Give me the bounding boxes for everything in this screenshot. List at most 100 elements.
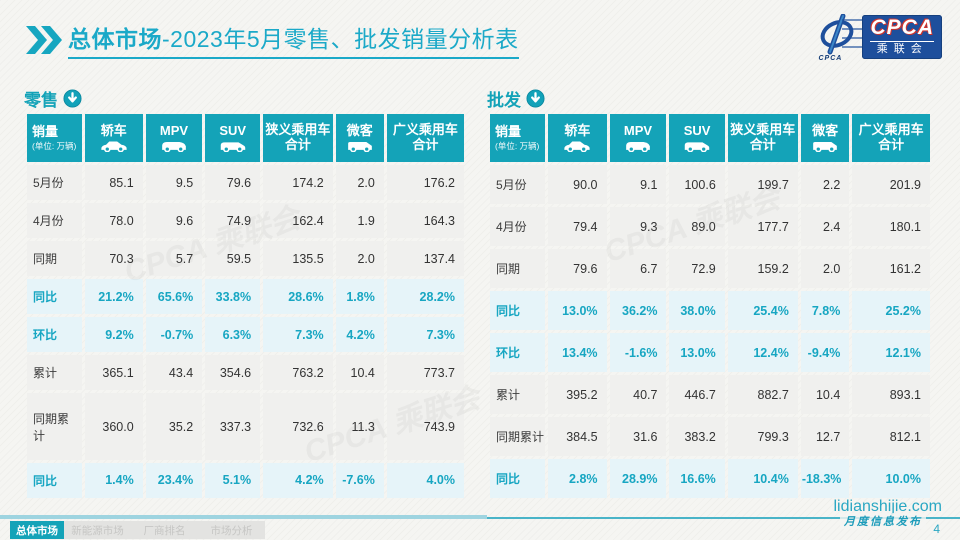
page-title-rest: -2023年5月零售、批发销量分析表 xyxy=(162,26,519,52)
value-cell: 5.7 xyxy=(145,241,203,277)
row-label: 同比 xyxy=(490,459,546,498)
value-cell: 90.0 xyxy=(548,165,607,204)
value-cell: 177.7 xyxy=(727,207,798,246)
column-header: 轿车 xyxy=(84,114,143,162)
value-cell: 773.7 xyxy=(386,355,464,391)
value-cell: 40.7 xyxy=(609,375,667,414)
row-label: 同期 xyxy=(490,249,546,288)
value-cell: 2.0 xyxy=(800,249,850,288)
wholesale-label: 批发 xyxy=(487,91,521,110)
value-cell: 10.4 xyxy=(800,375,850,414)
column-header-label: SUV xyxy=(219,122,247,138)
footer-tab-active[interactable]: 总体市场 xyxy=(10,521,64,539)
value-cell: 4.0% xyxy=(386,462,464,498)
table-row: 同期累计 360.0 35.2 337.3 732.6 11.3 743.9 xyxy=(27,393,464,460)
wholesale-table: 销量 (单位: 万辆) 轿车 MPV SUV 狭义乘用车 合计 微客 广义乘用车 合计 5月份 90.… xyxy=(487,111,933,501)
suv-icon xyxy=(669,139,724,153)
value-cell: 35.2 xyxy=(145,393,203,460)
value-cell: 384.5 xyxy=(548,417,607,456)
footer-tab-inactive[interactable]: 新能源市场 xyxy=(64,521,131,539)
value-cell: 6.7 xyxy=(609,249,667,288)
value-cell: 28.6% xyxy=(263,279,333,315)
row-label: 累计 xyxy=(27,355,82,391)
value-cell: 1.8% xyxy=(335,279,384,315)
value-cell: 28.9% xyxy=(609,459,667,498)
sedan-icon xyxy=(85,139,143,153)
value-cell: 16.6% xyxy=(669,459,725,498)
cpca-logo-text: CPCA xyxy=(870,15,934,39)
column-header-label: 合计 xyxy=(284,137,311,152)
column-header-label: MPV xyxy=(159,122,189,138)
value-cell: 11.3 xyxy=(335,393,384,460)
value-cell: 882.7 xyxy=(727,375,798,414)
value-cell: 395.2 xyxy=(548,375,607,414)
value-cell: 2.8% xyxy=(548,459,607,498)
column-header: 销量 (单位: 万辆) xyxy=(490,114,546,162)
double-chevron-icon xyxy=(26,26,62,54)
value-cell: -7.6% xyxy=(335,462,384,498)
table-row: 同比 13.0% 36.2% 38.0% 25.4% 7.8% 25.2% xyxy=(490,291,930,330)
value-cell: 13.4% xyxy=(548,333,607,372)
value-cell: -0.7% xyxy=(145,317,203,353)
value-cell: 161.2 xyxy=(852,249,930,288)
column-header: MPV xyxy=(609,114,667,162)
row-label: 环比 xyxy=(27,317,82,353)
value-cell: 743.9 xyxy=(386,393,464,460)
value-cell: -1.6% xyxy=(609,333,667,372)
table-row: 累计 395.2 40.7 446.7 882.7 10.4 893.1 xyxy=(490,375,930,414)
cpca-logo-box: CPCA 乘联会 xyxy=(842,14,942,60)
table-row: 环比 13.4% -1.6% 13.0% 12.4% -9.4% 12.1% xyxy=(490,333,930,372)
value-cell: 74.9 xyxy=(205,203,261,239)
table-row: 同比 2.8% 28.9% 16.6% 10.4% -18.3% 10.0% xyxy=(490,459,930,498)
value-cell: 25.4% xyxy=(727,291,798,330)
value-cell: 9.2% xyxy=(84,317,143,353)
footer-tabs: 总体市场 新能源市场 厂商排名 市场分析 xyxy=(10,521,265,539)
table-row: 4月份 78.0 9.6 74.9 162.4 1.9 164.3 xyxy=(27,203,464,239)
row-label: 累计 xyxy=(490,375,546,414)
value-cell: -18.3% xyxy=(800,459,850,498)
value-cell: 2.2 xyxy=(800,165,850,204)
column-header: 狭义乘用车 合计 xyxy=(727,114,798,162)
value-cell: 59.5 xyxy=(205,241,261,277)
column-header: 轿车 xyxy=(548,114,607,162)
value-cell: 79.6 xyxy=(205,165,261,201)
row-label: 同期累计 xyxy=(490,417,546,456)
unit-label: (单位: 万辆) xyxy=(32,140,77,151)
value-cell: 10.4 xyxy=(335,355,384,391)
value-cell: 10.4% xyxy=(727,459,798,498)
value-cell: 1.4% xyxy=(84,462,143,498)
title-row: 总体市场-2023年5月零售、批发销量分析表 xyxy=(24,26,519,59)
column-header-label: 狭义乘用车 xyxy=(730,122,796,138)
value-cell: 2.4 xyxy=(800,207,850,246)
page-number: 4 xyxy=(933,522,940,536)
header-row: 销量 (单位: 万辆) 轿车 MPV SUV 狭义乘用车 合计 微客 广义乘用车 合计 xyxy=(490,114,930,162)
row-label: 4月份 xyxy=(27,203,82,239)
row-label: 4月份 xyxy=(490,207,546,246)
footer-divider-left xyxy=(0,515,487,519)
column-header: 狭义乘用车 合计 xyxy=(263,114,333,162)
value-cell: 812.1 xyxy=(852,417,930,456)
value-cell: -9.4% xyxy=(800,333,850,372)
column-header-label: 合计 xyxy=(412,137,439,152)
slogan-text: 月度信息发布 xyxy=(840,513,926,529)
table-row: 同期累计 384.5 31.6 383.2 799.3 12.7 812.1 xyxy=(490,417,930,456)
column-header: 销量 (单位: 万辆) xyxy=(27,114,82,162)
footer-tab-inactive[interactable]: 厂商排名 xyxy=(131,521,198,539)
section-label-wholesale: 批发 xyxy=(487,86,545,111)
column-header: 微客 xyxy=(800,114,850,162)
value-cell: 10.0% xyxy=(852,459,930,498)
value-cell: 6.3% xyxy=(205,317,261,353)
value-cell: 21.2% xyxy=(84,279,143,315)
page-title: 总体市场-2023年5月零售、批发销量分析表 xyxy=(68,26,519,59)
retail-table: 销量 (单位: 万辆) 轿车 MPV SUV 狭义乘用车 合计 微客 广义乘用车 合计 5月份 85.… xyxy=(24,111,467,501)
table-row: 环比 9.2% -0.7% 6.3% 7.3% 4.2% 7.3% xyxy=(27,317,464,353)
column-header-label: 销量 xyxy=(32,123,59,139)
column-header: 微客 xyxy=(335,114,384,162)
logo-speed-lines xyxy=(842,18,863,49)
footer-tab-inactive[interactable]: 市场分析 xyxy=(198,521,265,539)
column-header: SUV xyxy=(669,114,725,162)
table-row: 4月份 79.4 9.3 89.0 177.7 2.4 180.1 xyxy=(490,207,930,246)
value-cell: 164.3 xyxy=(386,203,464,239)
column-header-label: 微客 xyxy=(812,122,839,138)
